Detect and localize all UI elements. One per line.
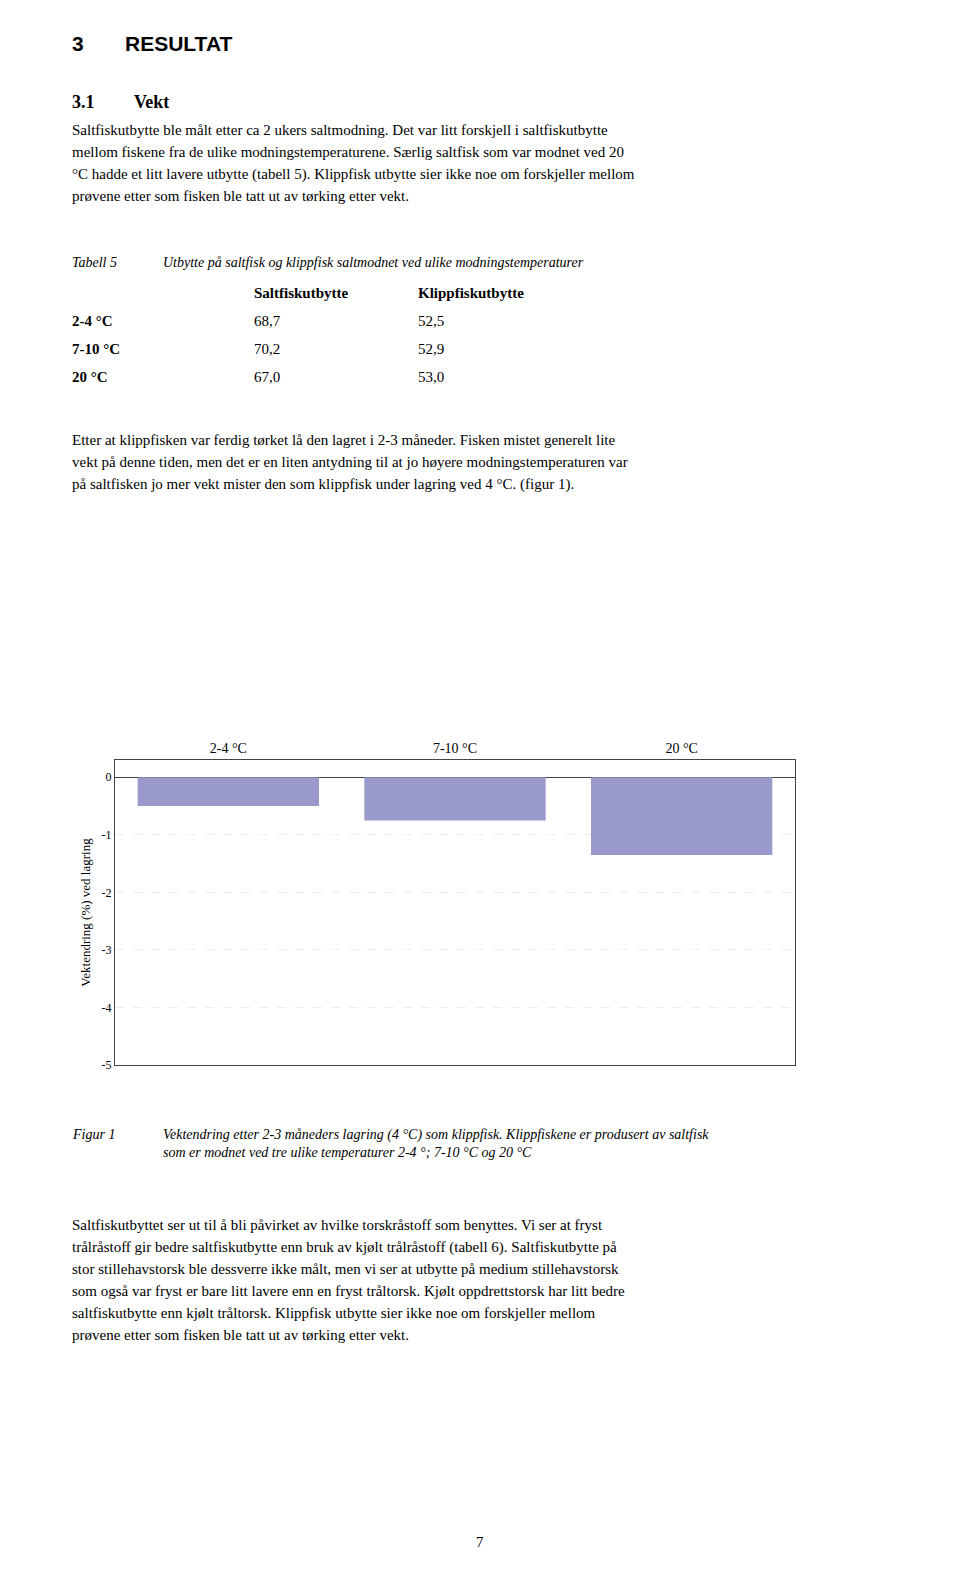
svg-text:saltfiskutbytte enn kjølt trål: saltfiskutbytte enn kjølt tråltorsk. Kli… <box>72 1305 596 1321</box>
svg-text:68,7: 68,7 <box>254 313 281 329</box>
svg-text:mellom fiskene fra de ulike mo: mellom fiskene fra de ulike modningstemp… <box>72 144 624 160</box>
svg-text:Saltfiskutbytte: Saltfiskutbytte <box>254 285 349 301</box>
svg-text:Saltfiskutbyttet ser ut til å: Saltfiskutbyttet ser ut til å bli påvirk… <box>72 1217 603 1233</box>
svg-text:Klippfiskutbytte: Klippfiskutbytte <box>418 285 524 301</box>
svg-text:52,9: 52,9 <box>418 341 444 357</box>
svg-text:-1: -1 <box>102 828 112 842</box>
svg-text:3: 3 <box>72 32 84 55</box>
svg-text:0: 0 <box>106 770 112 784</box>
svg-text:stor stillehavstorsk ble dessv: stor stillehavstorsk ble dessverre ikke … <box>72 1261 619 1277</box>
svg-text:20 °C: 20 °C <box>72 369 108 385</box>
svg-text:Saltfiskutbytte ble målt etter: Saltfiskutbytte ble målt etter ca 2 uker… <box>72 122 608 138</box>
svg-text:67,0: 67,0 <box>254 369 280 385</box>
svg-text:prøvene etter som fisken ble t: prøvene etter som fisken ble tatt ut av … <box>72 188 409 204</box>
svg-text:Figur 1: Figur 1 <box>72 1127 115 1142</box>
svg-text:som også var fryst er bare lit: som også var fryst er bare litt lavere e… <box>72 1283 625 1299</box>
svg-text:2-4 °C: 2-4 °C <box>210 741 247 756</box>
svg-text:20 °C: 20 °C <box>665 741 697 756</box>
svg-text:7-10 °C: 7-10 °C <box>72 341 120 357</box>
svg-text:på saltfisken jo mer vekt mist: på saltfisken jo mer vekt mister den som… <box>72 476 574 493</box>
svg-text:-3: -3 <box>102 943 112 957</box>
svg-text:53,0: 53,0 <box>418 369 444 385</box>
svg-text:RESULTAT: RESULTAT <box>125 32 232 55</box>
svg-text:-4: -4 <box>102 1001 112 1015</box>
svg-text:Vekt: Vekt <box>134 92 169 112</box>
svg-text:prøvene etter som fisken ble t: prøvene etter som fisken ble tatt ut av … <box>72 1327 409 1343</box>
svg-text:Vektendring etter 2-3 måneders: Vektendring etter 2-3 måneders lagring (… <box>163 1127 709 1143</box>
svg-text:3.1: 3.1 <box>72 92 95 112</box>
svg-text:52,5: 52,5 <box>418 313 444 329</box>
svg-text:70,2: 70,2 <box>254 341 280 357</box>
svg-text:trålråstoff gir bedre saltfisk: trålråstoff gir bedre saltfiskutbytte en… <box>72 1239 617 1256</box>
svg-text:-5: -5 <box>102 1058 112 1072</box>
svg-text:vekt på denne tiden, men det e: vekt på denne tiden, men det er en liten… <box>72 454 628 470</box>
svg-text:Tabell 5: Tabell 5 <box>72 255 117 270</box>
svg-text:som er modnet ved tre ulike te: som er modnet ved tre ulike temperaturer… <box>163 1145 532 1160</box>
svg-text:°C hadde et litt lavere utbytt: °C hadde et litt lavere utbytte (tabell … <box>72 166 635 183</box>
svg-text:2-4 °C: 2-4 °C <box>72 313 113 329</box>
svg-text:7-10 °C: 7-10 °C <box>433 741 477 756</box>
svg-text:7: 7 <box>476 1534 484 1550</box>
svg-text:Utbytte på saltfisk og klippfi: Utbytte på saltfisk og klippfisk saltmod… <box>163 255 584 270</box>
svg-text:Etter at klippfisken var ferdi: Etter at klippfisken var ferdig tørket l… <box>72 432 615 448</box>
svg-text:-2: -2 <box>102 886 112 900</box>
svg-text:Vektendring (%) ved lagring: Vektendring (%) ved lagring <box>78 838 93 987</box>
